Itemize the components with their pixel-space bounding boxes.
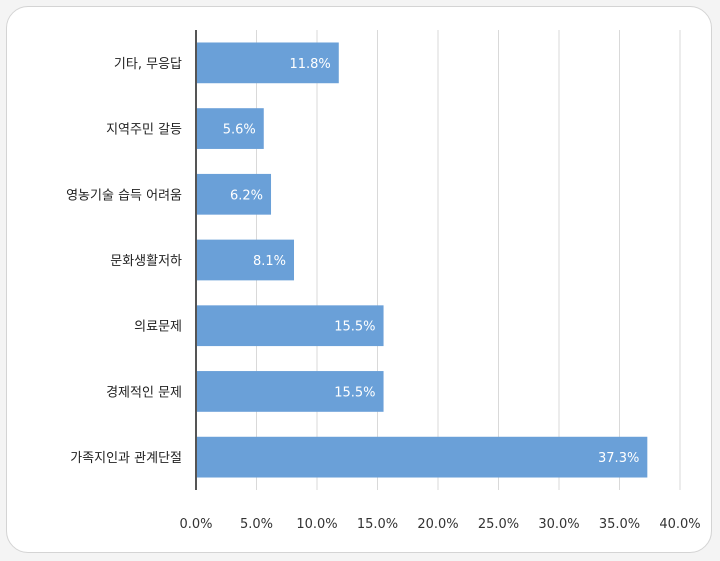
category-label: 경제적인 문제 <box>106 385 182 400</box>
x-tick-label: 20.0% <box>417 517 458 532</box>
x-tick-label: 5.0% <box>240 517 273 532</box>
bar <box>196 42 339 84</box>
category-label: 문화생활저하 <box>110 254 182 269</box>
data-label: 8.1% <box>253 254 286 269</box>
bar <box>196 239 295 281</box>
x-tick-label: 25.0% <box>478 517 519 532</box>
data-label: 5.6% <box>223 123 256 138</box>
bar <box>196 305 384 347</box>
x-tick-label: 15.0% <box>357 517 398 532</box>
bar <box>196 371 384 412</box>
x-tick-label: 0.0% <box>179 517 212 532</box>
category-label: 영농기술 습득 어려움 <box>66 188 182 203</box>
bar <box>196 436 648 478</box>
category-label: 기타, 무응답 <box>114 57 182 72</box>
x-tick-label: 30.0% <box>538 517 579 532</box>
x-tick-label: 40.0% <box>659 517 700 532</box>
x-tick-label: 35.0% <box>599 517 640 532</box>
x-tick-label: 10.0% <box>296 517 337 532</box>
data-label: 37.3% <box>598 451 639 466</box>
category-label: 의료문제 <box>134 320 182 335</box>
data-label: 11.8% <box>289 57 330 72</box>
grid-lines <box>256 30 681 490</box>
data-label: 6.2% <box>230 188 263 203</box>
data-label: 15.5% <box>334 385 375 400</box>
category-label: 지역주민 갈등 <box>106 123 182 138</box>
category-label: 가족지인과 관계단절 <box>70 451 182 466</box>
x-tick-labels: 0.0% 5.0% 10.0% 15.0% 20.0% 25.0% 30.0% 35.0% 40… <box>179 517 700 532</box>
bar <box>196 108 264 149</box>
data-label: 15.5% <box>334 320 375 335</box>
bars: 11.8% 5.6% 6.2% 8.1% 15.5% 15.5% 37.3% <box>196 42 648 478</box>
bar <box>196 173 272 215</box>
